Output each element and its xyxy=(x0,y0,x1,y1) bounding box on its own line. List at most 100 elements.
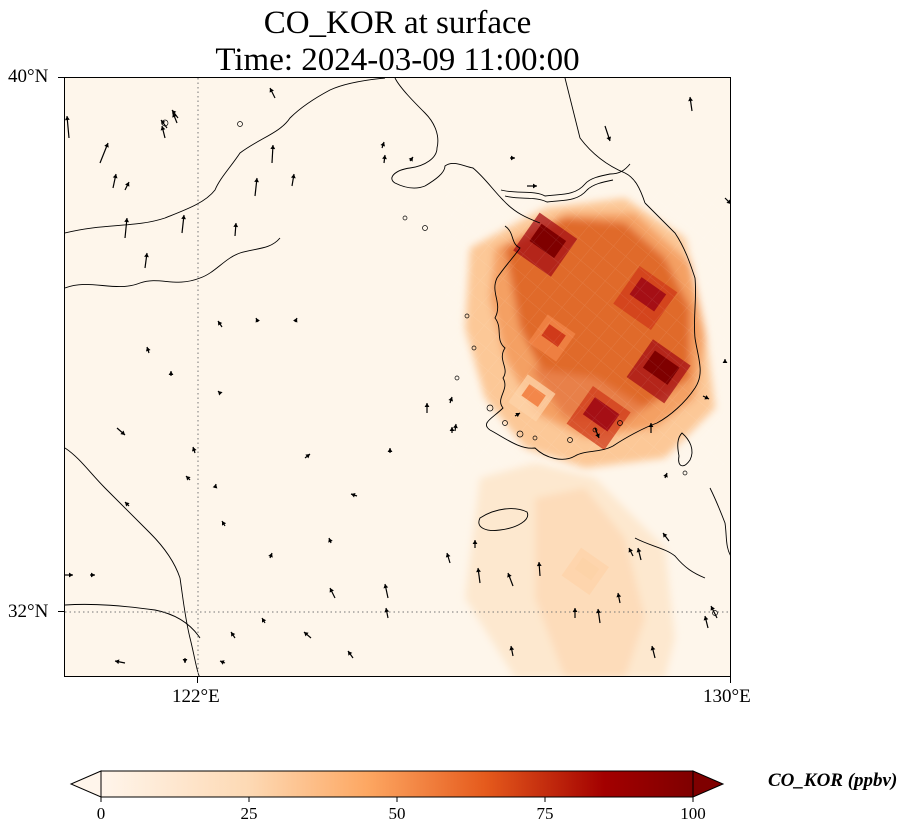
yalu-border-river xyxy=(500,163,631,197)
island xyxy=(454,375,460,381)
wind-arrow-head xyxy=(212,484,218,489)
yalu-border-river-2 xyxy=(504,179,614,203)
lon-label-130e: 130°E xyxy=(703,686,751,707)
concentration-field xyxy=(445,188,725,676)
wind-arrow-head xyxy=(387,448,393,452)
wind-arrow-head xyxy=(351,492,356,498)
wind-arrow-head xyxy=(382,155,387,160)
wind-arrow-head xyxy=(104,143,109,148)
wind-arrow-head xyxy=(160,126,166,131)
coastline-kyushu-west xyxy=(634,537,706,579)
colorbar-label-100: 100 xyxy=(680,804,706,823)
coastline-liaoning-bohai xyxy=(65,78,386,234)
wind-arrow-head xyxy=(172,110,177,115)
wind-arrow-head xyxy=(348,651,353,656)
tsushima-island xyxy=(677,432,693,467)
wind-vectors xyxy=(65,87,730,665)
map-time-subtitle: Time: 2024-03-09 11:00:00 xyxy=(215,42,580,78)
wind-arrow-shaft xyxy=(724,197,730,204)
wind-arrow-head xyxy=(218,391,223,396)
colorbar-extend-max xyxy=(692,770,725,798)
wind-arrow-head xyxy=(663,533,668,538)
wind-arrow-head xyxy=(144,253,149,258)
map-panel[interactable] xyxy=(64,77,731,677)
wind-arrow-head xyxy=(408,157,413,162)
wind-arrow-head xyxy=(533,183,537,189)
wind-arrow-head xyxy=(650,646,656,651)
lon-tick xyxy=(730,677,731,683)
wind-arrow-head xyxy=(220,660,225,665)
wind-arrow-head xyxy=(536,562,542,567)
wind-arrow-head xyxy=(269,88,274,93)
map-canvas[interactable] xyxy=(65,78,731,677)
wind-arrow-head xyxy=(181,215,186,220)
wind-arrow-head xyxy=(91,572,95,578)
wind-arrow-head xyxy=(69,572,73,578)
wind-arrow-head xyxy=(124,218,129,223)
wind-arrow-head xyxy=(125,182,130,187)
island xyxy=(422,225,428,231)
wind-arrow-head xyxy=(722,359,728,363)
wind-arrow-head xyxy=(125,502,130,507)
wind-arrow-head xyxy=(172,113,177,118)
wind-arrow-head xyxy=(507,573,512,578)
grid-texture xyxy=(445,188,725,468)
wind-arrow-head xyxy=(704,395,709,400)
island xyxy=(402,215,408,221)
colorbar-gradient xyxy=(101,771,693,797)
lon-tick xyxy=(197,677,198,683)
wind-arrow-head xyxy=(383,584,389,589)
wind-arrow-head xyxy=(328,538,333,543)
lat-tick xyxy=(58,611,64,612)
wind-arrow-head xyxy=(112,174,118,179)
colorbar-title: CO_KOR (ppbv) xyxy=(768,770,898,791)
wind-arrow-head xyxy=(65,116,70,121)
island xyxy=(532,435,538,441)
wind-arrow-head xyxy=(448,397,454,402)
wind-arrow-head xyxy=(231,632,236,637)
island xyxy=(471,345,477,351)
lat-tick xyxy=(58,77,64,78)
wind-arrow-head xyxy=(255,318,260,323)
coastline-kyushu-north xyxy=(709,487,730,556)
coastline-north-korea-east xyxy=(564,78,646,204)
wind-arrow-head xyxy=(380,142,386,147)
wind-arrow-head xyxy=(222,521,227,526)
lon-label-122e: 122°E xyxy=(172,686,220,707)
coastline-shandong-jiangsu xyxy=(65,447,200,676)
coastline-korea-east xyxy=(644,202,701,389)
wind-arrow-head xyxy=(161,120,166,125)
coastline-bohai-west xyxy=(65,237,281,289)
colorbar xyxy=(69,770,725,802)
wind-arrow-head xyxy=(688,97,693,102)
wind-arrow-head xyxy=(636,548,642,553)
wind-arrow-head xyxy=(703,616,709,621)
coastline-korea-south xyxy=(489,387,696,460)
wind-arrow-head xyxy=(304,632,309,637)
lat-label-32n: 32°N xyxy=(8,601,49,622)
wind-arrow-head xyxy=(182,659,188,663)
colorbar-label-50: 50 xyxy=(388,804,406,823)
island xyxy=(486,404,494,412)
wind-arrow-head xyxy=(145,347,151,352)
island xyxy=(516,430,524,438)
wind-arrow-head xyxy=(449,427,455,431)
wind-arrow-head xyxy=(509,646,515,651)
hotspot-cell xyxy=(574,557,600,581)
wind-arrow-head xyxy=(595,433,600,438)
coastlines xyxy=(65,78,730,676)
wind-arrow-head xyxy=(726,199,730,204)
coastline-liaodong-west xyxy=(391,78,439,189)
wind-arrow-head xyxy=(511,155,515,161)
wind-arrow-head xyxy=(186,476,191,481)
wind-arrow-head xyxy=(616,593,622,598)
wind-arrow-head xyxy=(293,318,298,323)
wind-arrow-head xyxy=(472,540,478,544)
island xyxy=(617,420,623,426)
wind-arrow-head xyxy=(596,609,601,614)
island xyxy=(237,121,243,127)
wind-arrow-head xyxy=(515,413,520,418)
coastline-korea-west xyxy=(485,225,521,431)
wind-arrow-head xyxy=(476,568,481,573)
wind-arrow-head xyxy=(445,553,451,558)
